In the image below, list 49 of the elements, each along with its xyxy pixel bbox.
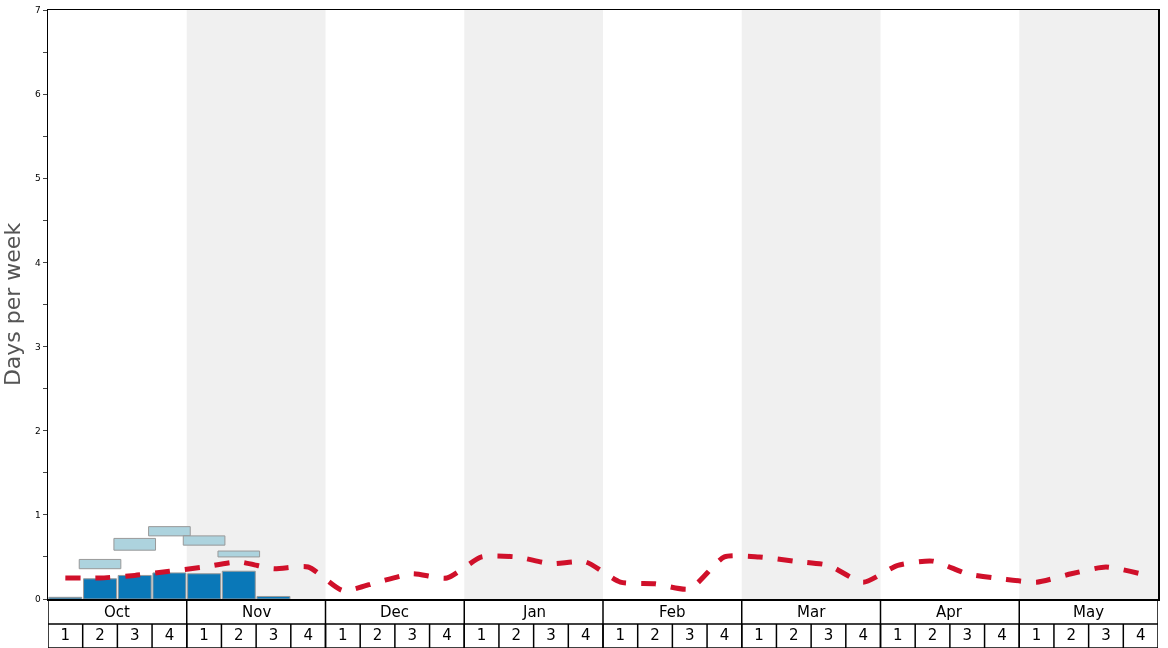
x-tick-label: 4 [858, 626, 868, 644]
x-tick-label: 4 [1135, 626, 1146, 644]
x-tick-label: 3 [1101, 626, 1111, 644]
text: Dec [380, 603, 410, 621]
y-tick-label: 7 [34, 5, 41, 16]
x-tick-label: 1 [476, 626, 487, 644]
text: Jan [522, 603, 547, 621]
text: Nov [242, 603, 272, 621]
x-tick-label: 4 [442, 626, 452, 644]
y-tick-label: 2 [34, 425, 41, 436]
x-tick-label: 2 [511, 626, 522, 644]
y-tick-label: 4 [34, 257, 41, 268]
text: Apr [936, 603, 963, 621]
x-tick-label: 2 [789, 626, 799, 644]
x-tick-label: 3 [268, 626, 279, 644]
x-tick-label: 2 [927, 626, 938, 644]
y-axis-title: Days per week [0, 222, 25, 387]
text: May [1073, 603, 1105, 621]
x-tick-label: 1 [893, 626, 903, 644]
x-tick-label: 1 [60, 626, 71, 644]
y-tick-label: 6 [34, 89, 41, 100]
text: Mar [797, 603, 827, 621]
x-tick-label: 3 [823, 626, 834, 644]
x-tick-label: 3 [962, 626, 972, 644]
x-tick-label: 1 [754, 626, 764, 644]
y-tick-label: 5 [34, 173, 41, 184]
x-tick-label: 4 [580, 626, 591, 644]
x-tick-label: 1 [615, 626, 626, 644]
x-tick-label: 1 [338, 626, 348, 644]
x-tick-label: 3 [546, 626, 556, 644]
y-tick-label: 3 [34, 341, 41, 352]
x-tick-label: 3 [407, 626, 417, 644]
y-tick-label: 1 [34, 510, 41, 521]
x-tick-label: 2 [234, 626, 244, 644]
x-tick-label: 4 [164, 626, 175, 644]
x-tick-label: 1 [1031, 626, 1042, 644]
x-tick-label: 2 [650, 626, 660, 644]
x-tick-label: 4 [719, 626, 730, 644]
x-tick-label: 2 [1066, 626, 1077, 644]
y-tick-label: 0 [34, 594, 41, 605]
x-tick-label: 1 [199, 626, 209, 644]
x-tick-label: 4 [303, 626, 313, 644]
x-tick-label: 4 [997, 626, 1007, 644]
x-tick-label: 2 [95, 626, 105, 644]
x-tick-label: 3 [129, 626, 140, 644]
text: Feb [659, 603, 686, 621]
x-tick-label: 2 [372, 626, 383, 644]
x-tick-label: 3 [684, 626, 695, 644]
text: Oct [104, 603, 131, 621]
